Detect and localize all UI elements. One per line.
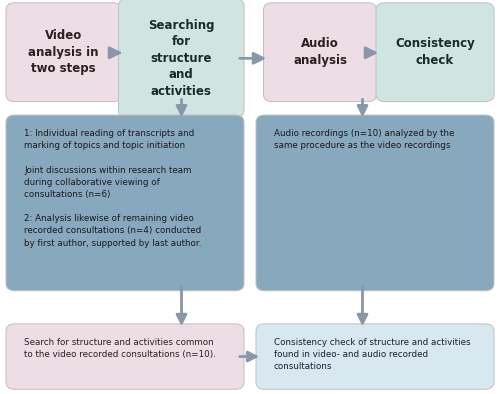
Text: Searching
for
structure
and
activities: Searching for structure and activities [148, 19, 214, 98]
Text: Search for structure and activities common
to the video recorded consultations (: Search for structure and activities comm… [24, 338, 216, 359]
Text: Audio
analysis: Audio analysis [293, 37, 347, 67]
Text: Video
analysis in
two steps: Video analysis in two steps [28, 29, 99, 75]
FancyBboxPatch shape [376, 3, 494, 102]
Text: 1: Individual reading of transcripts and
marking of topics and topic initiation
: 1: Individual reading of transcripts and… [24, 129, 202, 247]
Text: Audio recordings (n=10) analyzed by the
same procedure as the video recordings: Audio recordings (n=10) analyzed by the … [274, 129, 454, 151]
FancyBboxPatch shape [6, 115, 244, 291]
FancyBboxPatch shape [256, 324, 494, 389]
Text: Consistency check of structure and activities
found in video- and audio recorded: Consistency check of structure and activ… [274, 338, 470, 372]
FancyBboxPatch shape [6, 324, 244, 389]
FancyBboxPatch shape [264, 3, 376, 102]
Text: Consistency
check: Consistency check [395, 37, 475, 67]
FancyBboxPatch shape [118, 0, 244, 117]
FancyBboxPatch shape [6, 3, 121, 102]
FancyBboxPatch shape [256, 115, 494, 291]
